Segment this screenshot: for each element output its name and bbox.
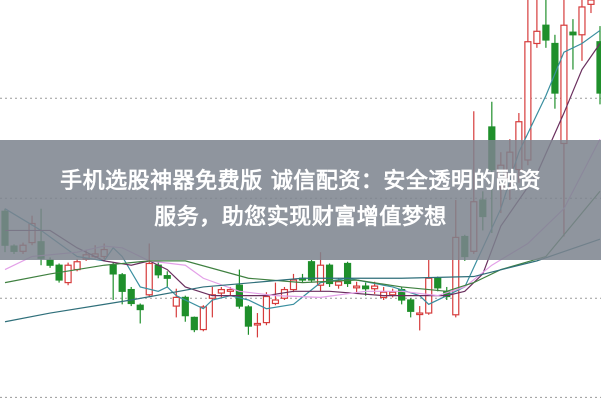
candle-up	[371, 285, 379, 290]
banner-title-line-1: 手机选股神器免费版 诚信配资：安全透明的融资	[60, 169, 541, 194]
moving-average-line	[4, 190, 601, 292]
candle-down	[569, 31, 577, 36]
candle-up	[389, 291, 397, 296]
candle-down	[163, 275, 171, 279]
candle-down	[118, 274, 126, 292]
candle-down	[325, 264, 334, 285]
candle-up	[208, 294, 216, 299]
candle-up	[271, 299, 280, 305]
candle-up	[262, 295, 271, 324]
title-banner: 手机选股神器免费版 诚信配资：安全透明的融资 服务，助您实现财富增值梦想	[0, 140, 601, 260]
candle-down	[46, 259, 54, 266]
candle-up	[560, 24, 568, 145]
candle-down	[244, 306, 253, 327]
candle-up	[217, 288, 225, 294]
candle-up	[226, 288, 234, 292]
candle-up	[289, 279, 298, 291]
candle-down	[343, 262, 352, 285]
candle-down	[127, 288, 135, 305]
candle-up	[587, 0, 595, 5]
candle-down	[542, 24, 550, 41]
candle-up	[280, 288, 289, 299]
candle-up	[416, 312, 424, 316]
candle-down	[307, 261, 316, 281]
candle-up	[578, 6, 586, 36]
candle-down	[362, 285, 370, 290]
candle-up	[253, 322, 262, 326]
candle-down	[109, 264, 117, 275]
banner-title-line-2: 服务，助您实现财富增值梦想	[154, 205, 447, 230]
candle-up	[199, 306, 207, 331]
candle-up	[334, 281, 343, 286]
candle-up	[316, 264, 325, 286]
candle-down	[190, 316, 198, 331]
candle-up	[73, 261, 81, 271]
candle-down	[434, 277, 442, 289]
moving-average-line	[4, 238, 601, 323]
candle-up	[533, 30, 541, 45]
candle-up	[352, 285, 361, 289]
candle-down	[551, 42, 559, 94]
candle-up	[172, 296, 180, 307]
candle-down	[407, 299, 415, 312]
candle-down	[181, 296, 189, 317]
candle-up	[380, 291, 388, 298]
candle-up	[64, 264, 72, 284]
candle-up	[145, 262, 153, 296]
candle-down	[596, 41, 601, 94]
candle-down	[136, 304, 144, 311]
